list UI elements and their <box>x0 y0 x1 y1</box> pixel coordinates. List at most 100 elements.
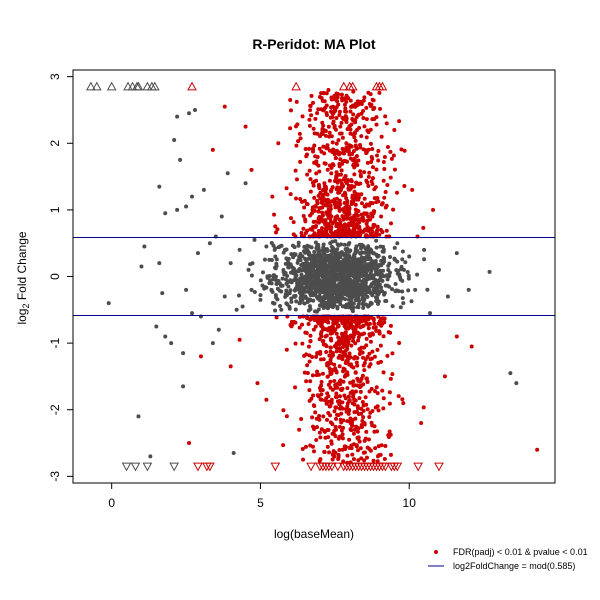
data-point-significant <box>327 450 332 455</box>
x-tick-label: 0 <box>108 496 115 510</box>
data-point-significant <box>335 180 340 185</box>
data-point-significant <box>275 227 280 232</box>
data-point-significant <box>333 405 338 410</box>
data-point-nonsignificant <box>342 276 347 281</box>
data-point-significant <box>374 167 379 172</box>
data-point-significant <box>304 154 309 159</box>
data-point-nonsignificant <box>274 261 279 266</box>
data-point-significant <box>314 178 319 183</box>
data-point-nonsignificant <box>401 301 406 306</box>
data-point-nonsignificant <box>340 295 345 300</box>
clipped-point-up-significant <box>338 81 349 91</box>
data-point-significant <box>311 219 316 224</box>
data-point-significant <box>358 169 363 174</box>
data-point-significant <box>336 355 341 360</box>
data-point-nonsignificant <box>379 258 384 263</box>
data-point-significant <box>364 429 369 434</box>
data-point-significant <box>368 92 373 97</box>
data-point-nonsignificant <box>283 270 288 275</box>
data-point-significant <box>378 106 383 111</box>
data-point-significant <box>361 415 366 420</box>
data-point-significant <box>336 436 341 441</box>
data-point-significant <box>305 371 310 376</box>
data-point-significant <box>337 394 342 399</box>
data-point-nonsignificant <box>356 302 361 307</box>
data-point-significant <box>379 316 384 321</box>
data-point-significant <box>382 195 387 200</box>
data-point-nonsignificant <box>293 286 298 291</box>
data-point-significant <box>304 379 309 384</box>
data-point-significant <box>355 355 360 360</box>
data-point-nonsignificant <box>343 261 348 266</box>
data-point-significant <box>297 131 302 136</box>
data-point-significant <box>350 417 355 422</box>
data-point-significant <box>319 379 324 384</box>
data-point-significant <box>336 339 341 344</box>
clipped-point-down-significant <box>205 462 215 472</box>
data-point-significant <box>442 374 447 379</box>
data-point-significant <box>323 203 328 208</box>
data-point-significant <box>351 338 356 343</box>
data-point-significant <box>325 417 330 422</box>
data-point-significant <box>362 438 367 443</box>
data-point-significant <box>399 147 404 152</box>
data-point-significant <box>308 108 313 113</box>
data-point-nonsignificant <box>371 290 376 295</box>
data-point-significant <box>338 349 343 354</box>
data-point-nonsignificant <box>362 250 367 255</box>
data-point-nonsignificant <box>346 242 351 247</box>
data-point-significant <box>334 196 339 201</box>
data-point-significant <box>347 205 352 210</box>
data-point-significant <box>312 131 317 136</box>
data-point-significant <box>320 371 325 376</box>
data-point-nonsignificant <box>385 277 390 282</box>
data-point-nonsignificant <box>269 258 274 263</box>
data-point-significant <box>308 379 313 384</box>
data-point-nonsignificant <box>272 247 277 252</box>
data-point-nonsignificant <box>380 278 385 283</box>
data-point-significant <box>348 421 353 426</box>
y-axis-label-log: log <box>15 309 29 325</box>
data-point-significant <box>332 344 337 349</box>
data-point-significant <box>366 214 371 219</box>
data-point-significant <box>391 207 396 212</box>
data-point-significant <box>356 195 361 200</box>
data-point-significant <box>334 331 339 336</box>
data-point-significant <box>303 219 308 224</box>
data-point-nonsignificant <box>363 270 368 275</box>
data-point-significant <box>334 173 339 178</box>
data-point-significant <box>385 144 390 149</box>
data-point-nonsignificant <box>405 270 410 275</box>
data-point-significant <box>320 126 325 131</box>
data-point-significant <box>331 104 336 109</box>
data-point-significant <box>308 317 313 322</box>
data-point-significant <box>310 149 315 154</box>
data-point-nonsignificant <box>359 258 364 263</box>
data-point-significant <box>322 449 327 454</box>
data-point-significant <box>374 233 379 238</box>
data-point-significant <box>310 373 315 378</box>
data-point-significant <box>344 212 349 217</box>
data-point-nonsignificant <box>376 283 381 288</box>
data-point-significant <box>326 399 331 404</box>
data-point-nonsignificant <box>375 301 380 306</box>
clipped-point-up-significant <box>291 81 301 91</box>
data-point-significant <box>361 115 366 120</box>
data-point-significant <box>335 214 340 219</box>
data-point-significant <box>354 424 359 429</box>
data-point-significant <box>359 134 364 139</box>
data-point-significant <box>320 320 325 325</box>
data-point-nonsignificant <box>330 289 335 294</box>
data-point-significant <box>327 366 332 371</box>
data-point-significant <box>401 401 406 406</box>
data-point-nonsignificant <box>353 283 358 288</box>
data-point-significant <box>336 454 341 459</box>
data-point-significant <box>312 403 317 408</box>
data-point-significant <box>365 407 370 412</box>
data-point-nonsignificant <box>397 274 402 279</box>
data-point-significant <box>293 168 298 173</box>
data-point-significant <box>381 159 386 164</box>
data-point-nonsignificant <box>395 241 400 246</box>
data-point-significant <box>368 127 373 132</box>
data-point-significant <box>388 376 393 381</box>
